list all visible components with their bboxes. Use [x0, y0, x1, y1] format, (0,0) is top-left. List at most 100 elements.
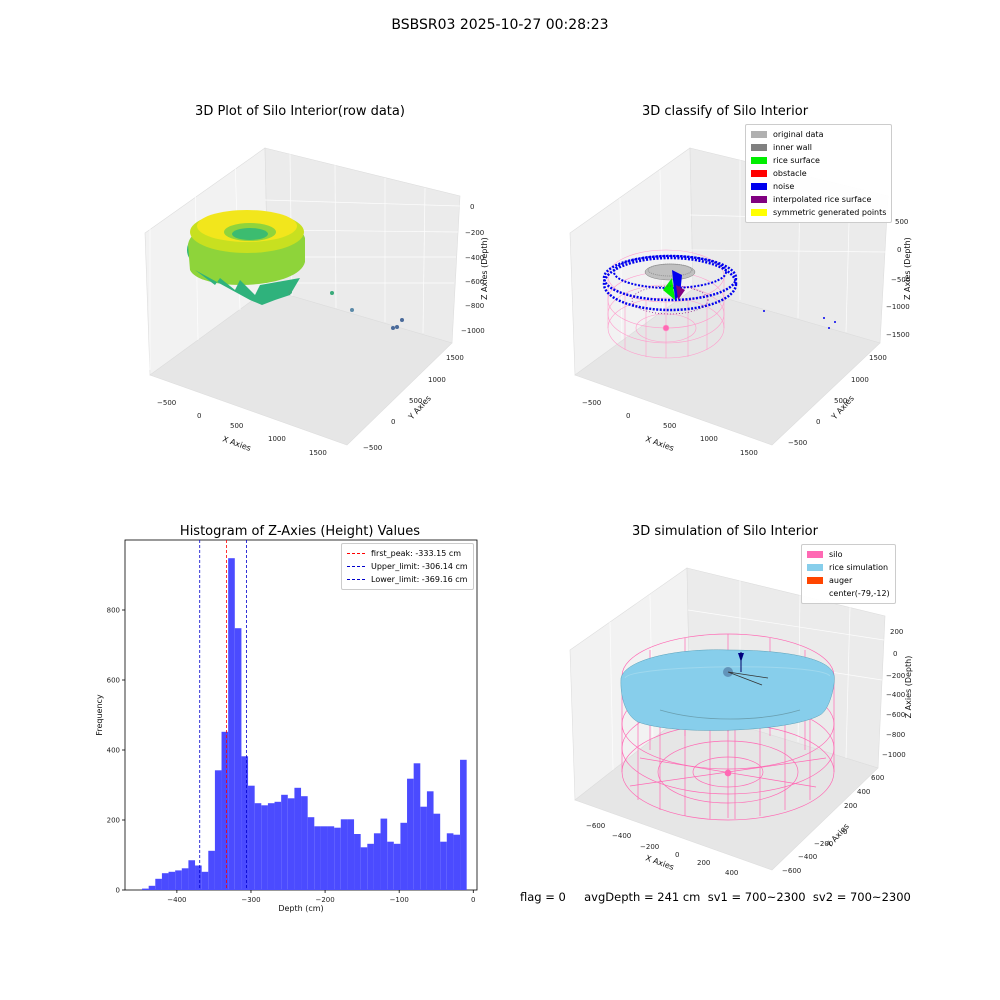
- legend-item-interpolated: interpolated rice surface: [751, 193, 886, 206]
- p1-ztick: −1000: [461, 327, 485, 335]
- panel2-xlabel: X Axies: [644, 434, 675, 453]
- histogram-bar: [201, 871, 209, 890]
- panel2-zlabel: Z Axies (Depth): [903, 237, 912, 300]
- panel1-title: 3D Plot of Silo Interior(row data): [195, 104, 405, 119]
- histogram-bar: [314, 826, 321, 890]
- p2-ztick: −500: [891, 276, 910, 284]
- legend-swatch: [807, 590, 823, 597]
- legend-item-lower-limit: Lower_limit: -369.16 cm: [347, 573, 468, 586]
- histogram-ylabel: Frequency: [95, 694, 104, 736]
- p4-xtick: 200: [697, 859, 710, 867]
- histogram-y-ticks: 0 200 400 600 800: [107, 607, 125, 895]
- panel1-y-ticks: −500 0 500 1000 1500: [363, 354, 464, 452]
- legend-item-silo: silo: [807, 548, 890, 561]
- histogram-bar: [234, 628, 242, 890]
- legend-label: obstacle: [773, 169, 807, 178]
- p1-xtick: −500: [157, 399, 176, 407]
- p1-ytick: 1500: [446, 354, 464, 362]
- p4-ztick: −600: [886, 711, 905, 719]
- legend-item-noise: noise: [751, 180, 886, 193]
- p1-ytick: −500: [363, 444, 382, 452]
- p1-ytick: 0: [391, 418, 395, 426]
- histogram-ytick-label: 0: [116, 887, 120, 895]
- histogram-xtick-label: −300: [241, 896, 260, 904]
- legend-swatch: [751, 196, 767, 203]
- histogram-bar: [307, 817, 315, 890]
- panel2-silo-wireframe: [607, 249, 725, 359]
- panel4-rice-simulation: [620, 649, 835, 731]
- panel2-x-ticks: −500 0 500 1000 1500: [582, 399, 758, 457]
- p2-xtick: 0: [626, 412, 630, 420]
- legend-label: Upper_limit: -306.14 cm: [371, 562, 468, 571]
- histogram-bar: [294, 787, 302, 890]
- histogram-ytick-label: 800: [107, 607, 120, 615]
- p2-ztick: −1500: [886, 331, 910, 339]
- legend-line: [347, 553, 365, 554]
- panel2-legend: original data inner wall rice surface ob…: [745, 124, 893, 223]
- legend-label: interpolated rice surface: [773, 195, 872, 204]
- legend-label: Lower_limit: -369.16 cm: [371, 575, 468, 584]
- histogram-bar: [208, 850, 215, 890]
- legend-item-original-data: original data: [751, 128, 886, 141]
- histogram-bar: [261, 805, 268, 890]
- p4-ztick: −200: [886, 672, 905, 680]
- histogram-ytick-label: 400: [107, 747, 120, 755]
- p1-xtick: 1500: [309, 449, 327, 457]
- p1-ytick: 500: [409, 397, 422, 405]
- p4-ytick: −400: [798, 853, 817, 861]
- legend-item-inner-wall: inner wall: [751, 141, 886, 154]
- p4-ytick: 400: [857, 788, 870, 796]
- histogram-xtick-label: −400: [167, 896, 186, 904]
- legend-label: silo: [829, 550, 843, 559]
- histogram-bar: [446, 833, 454, 890]
- panel4-xlabel: X Axies: [644, 853, 675, 872]
- legend-item-auger: auger: [807, 574, 890, 587]
- p2-ztick: 500: [895, 218, 908, 226]
- histogram-title: Histogram of Z-Axies (Height) Values: [179, 524, 421, 539]
- p4-ytick: 200: [844, 802, 857, 810]
- histogram-bar: [393, 843, 401, 890]
- legend-label: center(-79,-12): [829, 589, 890, 598]
- panel1-zlabel: Z Axies (Depth): [480, 237, 489, 300]
- panel4-zlabel: Z Axies (Depth): [904, 656, 913, 719]
- panel4-y-ticks: −600 −400 −200 0 200 400 600: [782, 774, 884, 875]
- legend-label: auger: [829, 576, 853, 585]
- histogram-bars: [142, 558, 467, 890]
- histogram-bar: [373, 833, 381, 890]
- status-footer: flag = 0 avgDepth = 241 cm sv1 = 700~230…: [520, 890, 911, 904]
- legend-item-rice-surface: rice surface: [751, 154, 886, 167]
- p4-xtick: 400: [725, 869, 738, 877]
- histogram-plot: −400 −300 −200 −100 0 0 200 400 600 800 Depth (c…: [95, 539, 478, 913]
- histogram-bar: [301, 796, 308, 890]
- panel2-title: 3D classify of Silo Interior: [641, 104, 809, 119]
- legend-item-obstacle: obstacle: [751, 167, 886, 180]
- histogram-bar: [380, 818, 388, 890]
- legend-item-first-peak: first_peak: -333.15 cm: [347, 547, 468, 560]
- legend-swatch: [751, 209, 767, 216]
- legend-item-upper-limit: Upper_limit: -306.14 cm: [347, 560, 468, 573]
- legend-label: original data: [773, 130, 824, 139]
- legend-swatch: [751, 170, 767, 177]
- legend-swatch: [807, 577, 823, 584]
- p2-xtick: 1000: [700, 435, 718, 443]
- histogram-bar: [460, 759, 467, 890]
- histogram-bar: [175, 870, 182, 890]
- legend-label: symmetric generated points: [773, 208, 887, 217]
- panel2-y-ticks: −500 0 500 1000 1500: [788, 354, 887, 447]
- legend-line: [347, 579, 365, 580]
- p4-ytick: 600: [871, 774, 884, 782]
- p2-xtick: 500: [663, 422, 676, 430]
- histogram-bar: [420, 806, 427, 890]
- legend-label: inner wall: [773, 143, 813, 152]
- histogram-bar: [367, 843, 374, 890]
- histogram-bar: [426, 791, 434, 890]
- histogram-xtick-label: −200: [315, 896, 334, 904]
- legend-item-rice-simulation: rice simulation: [807, 561, 890, 574]
- p4-ztick: 200: [890, 628, 903, 636]
- p1-ztick: −600: [465, 278, 484, 286]
- p4-xtick: −600: [586, 822, 605, 830]
- panel4-plot: −600 −400 −200 0 200 400 X Axies −600 −4…: [569, 567, 913, 877]
- histogram-bar: [254, 803, 262, 890]
- histogram-bar: [181, 868, 189, 890]
- histogram-bar: [161, 873, 169, 890]
